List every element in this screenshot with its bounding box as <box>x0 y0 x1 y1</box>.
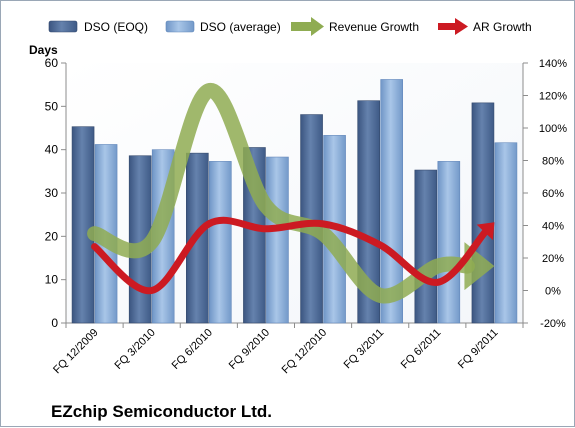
legend-item-ar-growth: AR Growth <box>438 18 532 35</box>
x-tick-label: FQ 9/2010 <box>227 327 272 372</box>
chart-footer-title: EZchip Semiconductor Ltd. <box>51 402 272 421</box>
legend-arrow-revenue-growth <box>291 17 324 36</box>
y-axis-left-label: Days <box>29 43 58 57</box>
y-right-tick-label: 0% <box>545 286 561 298</box>
legend-label-revenue-growth: Revenue Growth <box>329 20 419 34</box>
line-revenue-growth <box>87 83 475 304</box>
y-right-tick-label: 20% <box>542 253 564 265</box>
legend-swatch-dso-eoq <box>48 20 78 33</box>
x-tick-label: FQ 9/2011 <box>456 327 501 372</box>
x-tick-label: FQ 12/2010 <box>280 327 330 377</box>
y-left-tick-label: 50 <box>45 99 59 113</box>
x-tick-label: FQ 6/2010 <box>170 327 215 372</box>
y-right-tick-label: 100% <box>539 123 567 135</box>
bar-dso-average <box>437 161 461 324</box>
x-axis-tick-labels: FQ 12/2009 FQ 3/2010 FQ 6/2010 FQ 9/2010 FQ … <box>51 327 500 377</box>
bar-dso-eoq <box>71 126 95 324</box>
y-left-tick-label: 0 <box>51 316 58 330</box>
legend-item-dso-average: DSO (average) <box>165 20 281 34</box>
legend-arrow-ar-growth <box>438 18 468 35</box>
x-tick-label: FQ 12/2009 <box>51 327 101 377</box>
bar-dso-average <box>494 142 518 324</box>
arrowhead-ar-growth <box>476 222 495 241</box>
y-left-tick-label: 30 <box>45 186 59 200</box>
legend-item-revenue-growth: Revenue Growth <box>291 17 419 36</box>
y-right-tick-label: -20% <box>540 318 566 330</box>
y-right-tick-label: 80% <box>542 156 564 168</box>
y-left-tick-label: 10 <box>45 273 59 287</box>
y-left-tick-label: 60 <box>45 56 59 70</box>
bar-dso-average <box>209 161 232 324</box>
x-tick-label: FQ 6/2011 <box>399 327 444 372</box>
y-right-tick-label: 40% <box>542 221 564 233</box>
legend-label-dso-average: DSO (average) <box>200 20 281 34</box>
y-right-tick-label: 60% <box>542 188 564 200</box>
x-tick-label: FQ 3/2010 <box>113 327 158 372</box>
bar-dso-eoq <box>357 100 380 324</box>
lines <box>87 83 495 304</box>
y-right-tick-label: 140% <box>539 58 567 70</box>
legend-item-dso-eoq: DSO (EOQ) <box>48 20 148 34</box>
x-tick-label: FQ 3/2011 <box>342 327 387 372</box>
bar-dso-average <box>266 156 289 324</box>
legend-label-dso-eoq: DSO (EOQ) <box>84 20 148 34</box>
y-left-tick-label: 40 <box>45 143 59 157</box>
line-ar-growth <box>91 216 490 295</box>
bar-dso-eoq <box>471 102 495 324</box>
legend-label-ar-growth: AR Growth <box>473 20 532 34</box>
bar-dso-eoq <box>414 169 438 324</box>
legend-swatch-dso-average <box>165 20 195 33</box>
legend: DSO (EOQ) DSO (average) Revenue Growth A… <box>48 17 532 36</box>
y-right-tick-label: 120% <box>539 91 567 103</box>
y-left-tick-label: 20 <box>45 229 59 243</box>
